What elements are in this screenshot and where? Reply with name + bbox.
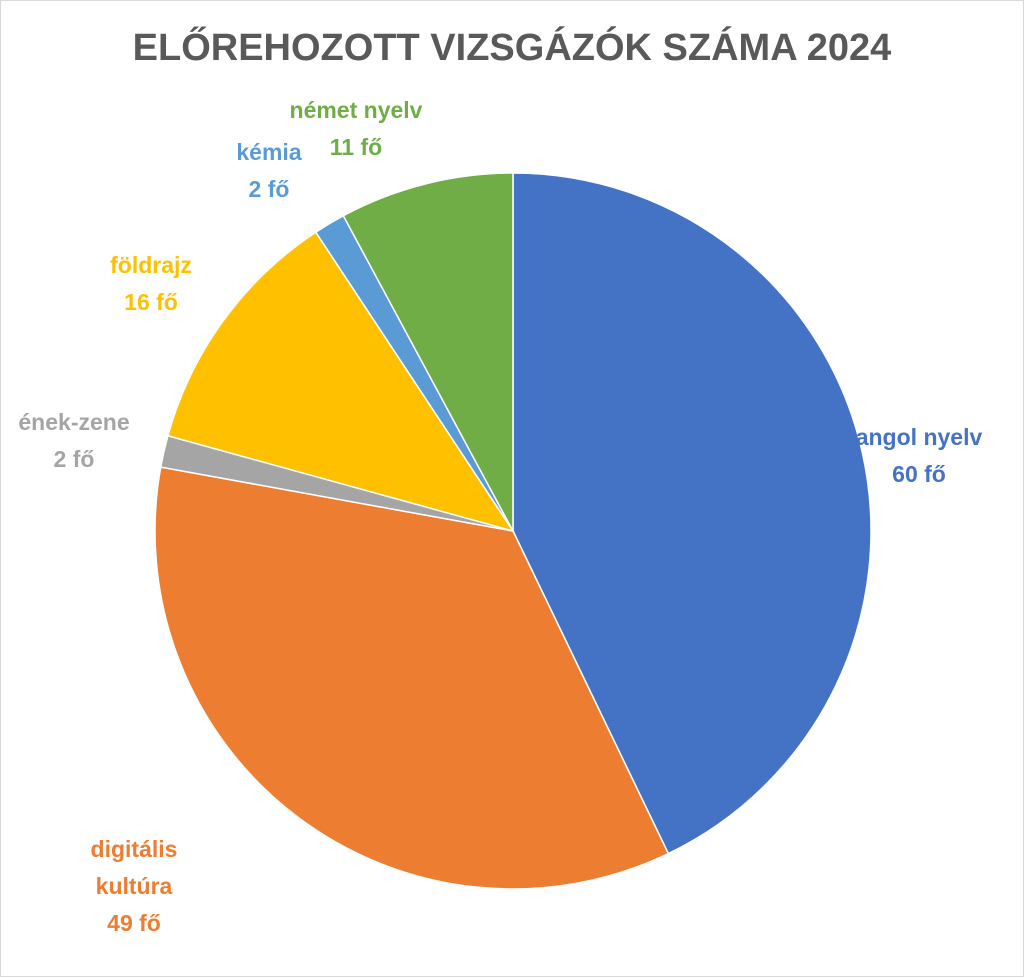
data-label: digitális kultúra 49 fő (69, 831, 199, 942)
value-label: 2 fő (248, 176, 290, 202)
data-label: kémia 2 fő (179, 134, 359, 208)
value-label: 49 fő (107, 909, 161, 936)
pie-slice (166, 231, 515, 533)
chart-title: ELŐREHOZOTT VIZSGÁZÓK SZÁMA 2024 (132, 27, 892, 69)
category-label: digitális kultúra (90, 835, 178, 899)
pie-slice (512, 172, 872, 855)
pie-slice (154, 466, 670, 890)
value-label: 16 fő (124, 289, 178, 315)
category-label: ének-zene (18, 409, 130, 435)
category-label: angol nyelv (855, 424, 983, 450)
category-label: kémia (236, 139, 302, 165)
category-label: földrajz (110, 252, 192, 278)
pie-slice (342, 172, 514, 532)
data-label: ének-zene 2 fő (1, 404, 164, 478)
category-label: német nyelv (289, 97, 423, 123)
data-label: angol nyelv 60 fő (829, 419, 1009, 493)
data-label: földrajz 16 fő (61, 247, 241, 321)
value-label: 60 fő (892, 461, 946, 487)
value-label: 11 fő (329, 134, 383, 160)
value-label: 2 fő (53, 446, 95, 472)
data-label: német nyelv 11 fő (266, 92, 446, 166)
